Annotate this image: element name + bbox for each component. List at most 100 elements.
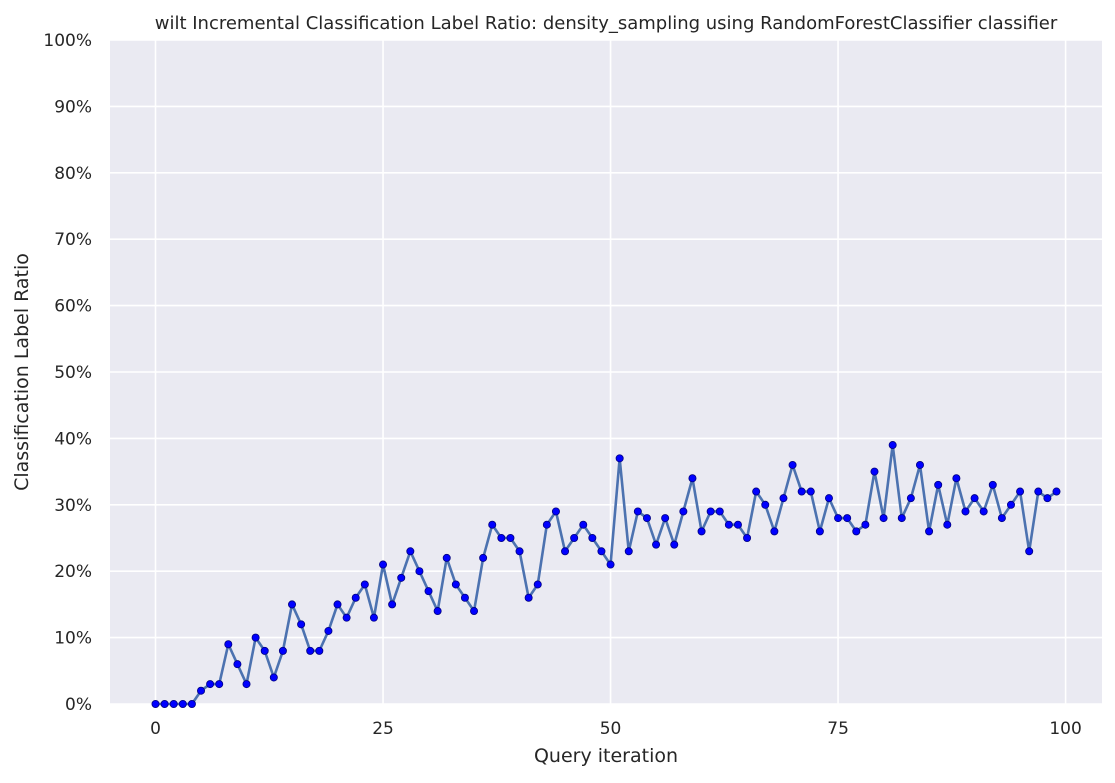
data-point (424, 587, 433, 596)
data-point (997, 514, 1006, 523)
data-point (1043, 494, 1052, 503)
data-point (770, 527, 779, 536)
y-tick-label: 80% (54, 164, 92, 184)
data-point (551, 507, 560, 516)
data-point (943, 520, 952, 529)
data-point (1025, 547, 1034, 556)
data-point (542, 520, 551, 529)
grid-lines (110, 39, 1102, 705)
data-point (224, 640, 233, 649)
x-tick-label: 0 (150, 719, 161, 739)
data-point (724, 520, 733, 529)
data-point (351, 593, 360, 602)
y-tick-label: 90% (54, 97, 92, 117)
data-point (1006, 500, 1015, 509)
data-point (834, 514, 843, 523)
data-point (260, 646, 269, 655)
data-point (324, 626, 333, 635)
x-tick-label: 25 (372, 719, 394, 739)
data-point (670, 540, 679, 549)
x-tick-label: 75 (827, 719, 849, 739)
data-point (379, 560, 388, 569)
data-point (870, 467, 879, 476)
data-point (852, 527, 861, 536)
data-point (360, 580, 369, 589)
data-point (160, 700, 169, 709)
data-point (406, 547, 415, 556)
data-point (961, 507, 970, 516)
data-point (815, 527, 824, 536)
data-point (661, 514, 670, 523)
x-axis-label: Query iteration (534, 745, 678, 767)
data-point (588, 534, 597, 543)
data-point (206, 680, 215, 689)
y-tick-label: 50% (54, 363, 92, 383)
data-point (215, 680, 224, 689)
data-point (451, 580, 460, 589)
data-point (269, 673, 278, 682)
data-point (579, 520, 588, 529)
data-point (197, 686, 206, 695)
data-point (733, 520, 742, 529)
data-point (934, 480, 943, 489)
data-point (915, 460, 924, 469)
data-point (761, 500, 770, 509)
data-point (824, 494, 833, 503)
data-point (679, 507, 688, 516)
data-point (797, 487, 806, 496)
data-point (333, 600, 342, 609)
data-point (988, 480, 997, 489)
data-point (561, 547, 570, 556)
data-point (151, 700, 160, 709)
data-point (597, 547, 606, 556)
data-point (288, 600, 297, 609)
data-point (460, 593, 469, 602)
y-tick-label: 70% (54, 230, 92, 250)
data-point (488, 520, 497, 529)
data-point (906, 494, 915, 503)
data-point (615, 454, 624, 463)
data-point (642, 514, 651, 523)
series-line (155, 443, 1058, 706)
data-point (506, 534, 515, 543)
data-point (169, 700, 178, 709)
x-axis-ticks: 0 25 50 75 100 (150, 719, 1082, 739)
y-tick-label: 60% (54, 297, 92, 317)
x-tick-label: 50 (600, 719, 622, 739)
data-point (925, 527, 934, 536)
data-point (697, 527, 706, 536)
y-tick-label: 100% (43, 31, 92, 51)
data-point (388, 600, 397, 609)
data-point (952, 474, 961, 483)
data-point (1052, 487, 1061, 496)
data-point (888, 441, 897, 450)
data-point (788, 460, 797, 469)
data-point (652, 540, 661, 549)
data-point (397, 573, 406, 582)
data-point (979, 507, 988, 516)
data-point (470, 607, 479, 616)
data-point (706, 507, 715, 516)
data-point (633, 507, 642, 516)
data-point (242, 680, 251, 689)
data-point (178, 700, 187, 709)
data-point (1016, 487, 1025, 496)
data-point (533, 580, 542, 589)
data-point (624, 547, 633, 556)
data-point (479, 553, 488, 562)
y-axis-label: Classification Label Ratio (11, 253, 33, 491)
data-point (688, 474, 697, 483)
y-tick-label: 40% (54, 429, 92, 449)
x-tick-label: 100 (1049, 719, 1081, 739)
y-axis-ticks: 0% 10% 20% 30% 40% 50% 60% 70% 80% 90% 100% (43, 31, 92, 715)
data-point (369, 613, 378, 622)
data-point (497, 534, 506, 543)
y-tick-label: 0% (65, 695, 92, 715)
data-point (306, 646, 315, 655)
data-point (570, 534, 579, 543)
data-point (415, 567, 424, 576)
data-point (861, 520, 870, 529)
data-point (743, 534, 752, 543)
data-point (606, 560, 615, 569)
